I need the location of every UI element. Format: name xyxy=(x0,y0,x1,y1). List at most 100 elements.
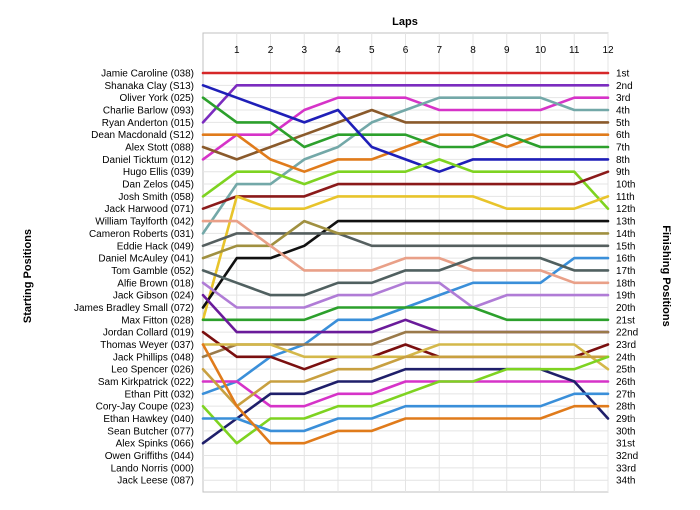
x-tick-label: 5 xyxy=(369,45,375,56)
finish-position-label: 32nd xyxy=(616,451,638,462)
start-position-label: Ryan Anderton (015) xyxy=(102,118,194,129)
series-line xyxy=(201,355,610,408)
y-axis-title-right: Finishing Positions xyxy=(660,225,672,326)
start-position-label: Tom Gamble (052) xyxy=(111,266,194,277)
start-position-label: Charlie Barlow (093) xyxy=(103,106,194,117)
series-line xyxy=(201,84,610,173)
finish-position-label: 34th xyxy=(616,476,635,487)
finish-position-label: 1st xyxy=(616,69,630,80)
start-position-label: Daniel Ticktum (012) xyxy=(102,155,194,166)
x-tick-label: 3 xyxy=(301,45,307,56)
start-position-label: Jack Phillips (048) xyxy=(113,352,194,363)
finish-position-label: 23rd xyxy=(616,340,636,351)
series-line xyxy=(201,232,610,248)
finish-position-label: 6th xyxy=(616,130,630,141)
start-position-label: Shanaka Clay (S13) xyxy=(105,81,195,92)
y-axis-title-left: Starting Positions xyxy=(22,229,34,323)
x-tick-label: 2 xyxy=(268,45,274,56)
start-position-label: Ethan Pitt (032) xyxy=(125,389,194,400)
finish-position-label: 17th xyxy=(616,266,635,277)
finish-position-label: 24th xyxy=(616,352,635,363)
series-line xyxy=(201,108,610,161)
finish-position-label: 15th xyxy=(616,241,635,252)
finish-position-label: 2nd xyxy=(616,81,633,92)
start-position-label: Owen Griffiths (044) xyxy=(105,451,194,462)
start-position-label: Dan Zelos (045) xyxy=(122,180,194,191)
start-position-label: Thomas Weyer (037) xyxy=(100,340,194,351)
finish-position-label: 18th xyxy=(616,278,635,289)
series-line xyxy=(201,355,610,445)
start-position-label: Alex Spinks (066) xyxy=(116,439,194,450)
series-line xyxy=(201,158,610,210)
finish-position-label: 20th xyxy=(616,303,635,314)
finish-position-label: 14th xyxy=(616,229,635,240)
x-tick-label: 1 xyxy=(234,45,240,56)
series-line xyxy=(201,281,610,309)
finish-position-label: 16th xyxy=(616,254,635,265)
start-position-label: James Bradley Small (072) xyxy=(74,303,194,314)
start-position-label: Max Fitton (028) xyxy=(121,315,194,326)
start-position-label: Jordan Collard (019) xyxy=(103,328,194,339)
start-position-label: Leo Spencer (026) xyxy=(111,365,194,376)
x-tick-label: 10 xyxy=(535,45,547,56)
finish-position-label: 31st xyxy=(616,439,635,450)
start-position-label: Cameron Roberts (031) xyxy=(89,229,194,240)
series-line xyxy=(201,96,610,235)
finish-position-label: 8th xyxy=(616,155,630,166)
x-tick-label: 12 xyxy=(602,45,614,56)
series-line xyxy=(201,96,610,161)
series-line xyxy=(201,84,610,124)
finish-position-label: 13th xyxy=(616,217,635,228)
finish-position-label: 26th xyxy=(616,377,635,388)
finish-position-label: 5th xyxy=(616,118,630,129)
finish-position-label: 25th xyxy=(616,365,635,376)
x-tick-label: 6 xyxy=(403,45,409,56)
start-position-label: Lando Norris (000) xyxy=(111,463,194,474)
finish-position-label: 28th xyxy=(616,402,635,413)
start-position-label: Sam Kirkpatrick (022) xyxy=(98,377,194,388)
x-tick-label: 9 xyxy=(504,45,510,56)
finish-position-label: 4th xyxy=(616,106,630,117)
series-line xyxy=(201,133,610,173)
series-line xyxy=(201,195,610,322)
series-line xyxy=(201,96,610,149)
series-line xyxy=(201,392,610,433)
start-position-label: Jack Gibson (024) xyxy=(113,291,194,302)
start-position-label: Eddie Hack (049) xyxy=(117,241,194,252)
x-axis-title: Laps xyxy=(392,16,418,28)
finish-position-label: 10th xyxy=(616,180,635,191)
finish-position-label: 29th xyxy=(616,414,635,425)
series-line xyxy=(201,343,610,445)
start-position-label: Oliver York (025) xyxy=(120,93,194,104)
start-position-label: Alex Stott (088) xyxy=(125,143,194,154)
finish-position-label: 9th xyxy=(616,167,630,178)
series-line xyxy=(201,170,610,210)
start-position-label: William Taylforth (042) xyxy=(95,217,194,228)
finish-position-label: 21st xyxy=(616,315,635,326)
series-layer xyxy=(201,71,610,445)
start-position-labels: Jamie Caroline (038)Shanaka Clay (S13)Ol… xyxy=(74,69,194,487)
finish-position-label: 7th xyxy=(616,143,630,154)
series-line xyxy=(201,380,610,408)
start-position-label: Sean Butcher (077) xyxy=(107,426,194,437)
start-position-label: Hugo Ellis (039) xyxy=(123,167,194,178)
series-line xyxy=(201,306,610,322)
start-position-label: Dean Macdonald (S12) xyxy=(91,130,194,141)
finish-position-label: 19th xyxy=(616,291,635,302)
series-line xyxy=(201,256,610,297)
start-position-label: Ethan Hawkey (040) xyxy=(103,414,194,425)
x-tick-label: 11 xyxy=(569,45,580,56)
start-position-label: Daniel McAuley (041) xyxy=(98,254,194,265)
finish-position-label: 22nd xyxy=(616,328,638,339)
finish-position-label: 11th xyxy=(616,192,635,203)
start-position-label: Cory-Jay Coupe (023) xyxy=(96,402,194,413)
x-tick-label: 8 xyxy=(470,45,476,56)
finish-position-label: 27th xyxy=(616,389,635,400)
finish-position-label: 3rd xyxy=(616,93,630,104)
series-line xyxy=(201,219,610,309)
start-position-label: Jack Harwood (071) xyxy=(105,204,194,215)
start-position-label: Jack Leese (087) xyxy=(117,476,194,487)
finish-position-label: 30th xyxy=(616,426,635,437)
